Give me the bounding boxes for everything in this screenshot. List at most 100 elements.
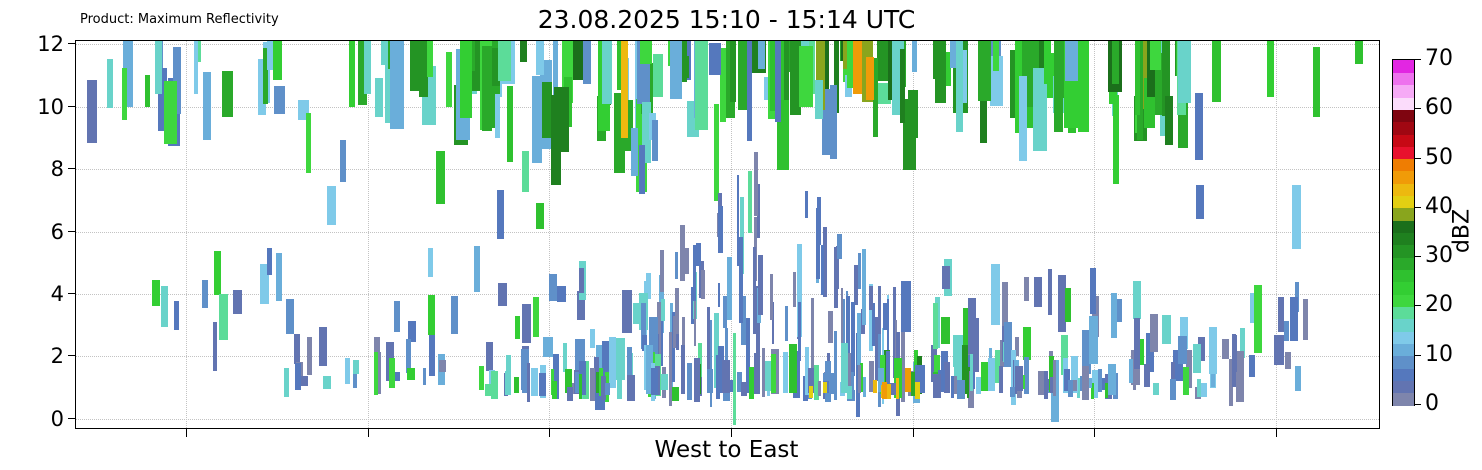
echo-bar — [497, 189, 504, 240]
echo-bar — [344, 357, 350, 385]
echo-bar — [763, 361, 771, 391]
colorbar-band — [1393, 281, 1414, 295]
echo-bar — [1088, 316, 1098, 365]
echo-bar — [777, 99, 789, 171]
echo-bar — [877, 41, 888, 81]
echo-bar — [672, 387, 680, 401]
echo-bar — [708, 42, 722, 76]
echo-bar — [815, 41, 826, 111]
echo-bar — [543, 337, 554, 358]
echo-bar — [1195, 184, 1204, 220]
echo-bar — [1186, 349, 1193, 388]
colorbar-tick-mark — [1414, 59, 1421, 60]
echo-bar — [770, 274, 773, 320]
colorbar-tick-label: 40 — [1425, 193, 1453, 219]
colorbar-band — [1393, 257, 1414, 271]
echo-bar — [978, 41, 991, 102]
colorbar-band — [1393, 158, 1414, 172]
echo-bar — [944, 362, 951, 393]
colorbar-tick-label: 30 — [1425, 243, 1453, 269]
echo-bar — [976, 376, 982, 395]
echo-bar — [394, 371, 400, 381]
echo-bar — [1302, 298, 1308, 341]
echo-bar — [853, 41, 863, 95]
echo-bar — [1211, 41, 1221, 102]
echo-bar — [878, 368, 884, 392]
echo-bar — [1171, 361, 1175, 388]
y-tick-label: 10 — [37, 94, 64, 119]
echo-bar — [932, 302, 939, 349]
echo-bar — [694, 41, 708, 131]
echo-bar — [530, 367, 539, 396]
echo-bar — [193, 41, 198, 94]
echo-bar — [485, 384, 492, 397]
echo-bar — [201, 279, 209, 309]
echo-bar — [1052, 360, 1057, 396]
echo-bar — [828, 373, 836, 394]
echo-bar — [1154, 53, 1166, 115]
x-tick-mark — [1094, 428, 1096, 437]
echo-bar — [1209, 326, 1217, 375]
echo-bar — [1267, 41, 1275, 98]
echo-bar — [761, 347, 766, 397]
echo-bar — [428, 294, 435, 336]
echo-bar — [720, 47, 727, 123]
echo-bar — [789, 344, 797, 393]
echo-bar — [894, 357, 902, 398]
colorbar-tick-label: 70 — [1425, 46, 1453, 71]
echo-bar — [259, 263, 269, 305]
y-tick-mark — [68, 293, 76, 294]
echo-bar — [822, 89, 832, 156]
echo-bar — [798, 46, 813, 107]
echo-bar — [863, 376, 867, 397]
echo-bar — [233, 289, 242, 315]
echo-bar — [451, 296, 459, 334]
echo-bar — [1178, 336, 1187, 365]
echo-bar — [626, 346, 633, 395]
echo-bar — [1078, 41, 1089, 133]
echo-bar — [439, 359, 447, 373]
v-gridline — [1275, 41, 1277, 428]
colorbar-band — [1393, 294, 1414, 307]
echo-bar — [658, 301, 662, 360]
echo-bar — [157, 67, 167, 131]
echo-bar — [1098, 368, 1103, 393]
colorbar-band — [1393, 232, 1414, 246]
echo-bar — [722, 359, 730, 394]
echo-bar — [519, 41, 528, 63]
echo-bar — [646, 345, 654, 394]
echo-bar — [821, 245, 824, 295]
echo-bar — [914, 364, 920, 393]
echo-bar — [575, 338, 586, 371]
echo-bar — [1112, 41, 1120, 84]
echo-bar — [847, 385, 853, 400]
echo-bar — [701, 270, 705, 300]
v-gridline — [730, 41, 732, 428]
echo-bar — [730, 41, 736, 103]
colorbar-band — [1393, 60, 1414, 73]
echo-bar — [598, 368, 603, 397]
echo-bar — [262, 47, 269, 105]
echo-bar — [460, 41, 473, 119]
colorbar-tick-mark — [1414, 354, 1421, 356]
echo-bar — [1221, 338, 1229, 359]
echo-bar — [1023, 357, 1029, 394]
echo-bar — [1023, 326, 1032, 361]
echo-bar — [938, 370, 946, 390]
x-tick-mark — [367, 428, 369, 437]
echo-bar — [807, 367, 814, 393]
echo-bar — [857, 312, 861, 366]
echo-bar — [641, 302, 647, 349]
echo-bar — [789, 41, 802, 115]
echo-bar — [1057, 275, 1067, 333]
echo-bar — [152, 279, 161, 307]
echo-bar — [999, 366, 1004, 393]
echo-bar — [363, 41, 371, 94]
echo-bar — [565, 369, 572, 393]
y-tick-label: 4 — [50, 282, 64, 306]
echo-bar — [596, 371, 600, 393]
echo-bar — [294, 362, 301, 391]
echo-bar — [1248, 355, 1256, 377]
echo-bar — [963, 308, 971, 353]
echo-bar — [1085, 378, 1092, 389]
